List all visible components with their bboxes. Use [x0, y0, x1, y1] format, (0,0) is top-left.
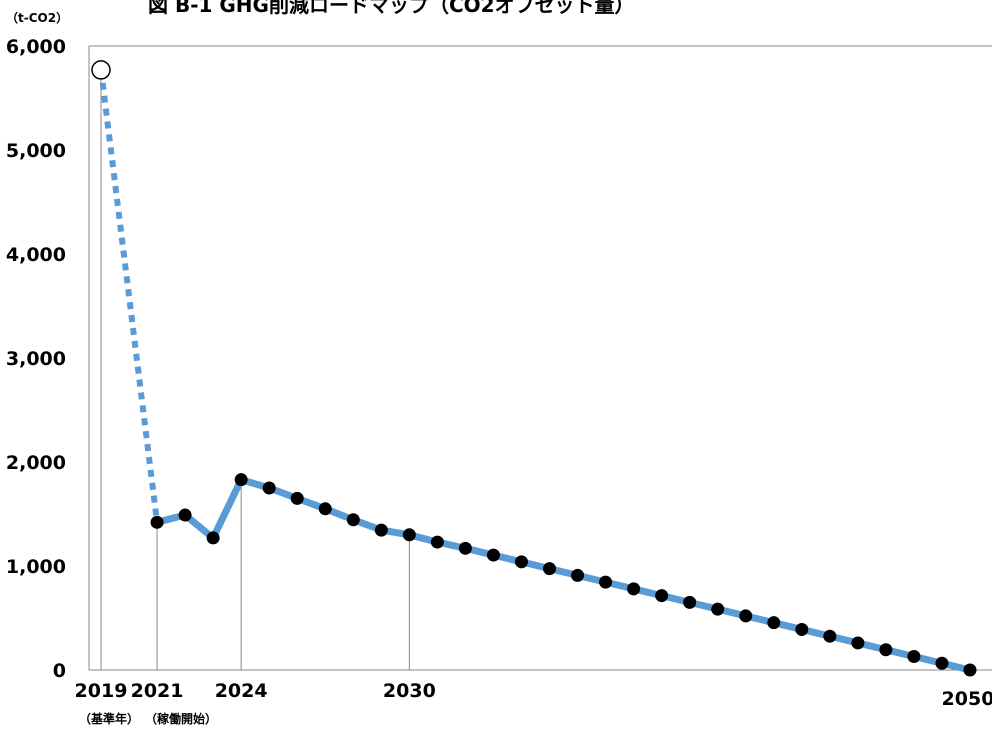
data-point — [599, 575, 613, 589]
data-point — [963, 663, 977, 677]
chart-title: 図 B-1 GHG削減ロードマップ（CO2オフセット量） — [148, 0, 635, 17]
data-point — [262, 481, 276, 495]
data-point-baseline — [91, 60, 111, 80]
data-point — [935, 656, 949, 670]
data-point — [514, 555, 528, 569]
data-point — [178, 508, 192, 522]
series-line-dotted — [98, 69, 161, 523]
data-point — [907, 649, 921, 663]
x-tick-label: 2030 — [383, 680, 436, 702]
y-tick-label: 1,000 — [6, 556, 66, 578]
data-point — [571, 568, 585, 582]
y-tick-label: 2,000 — [6, 452, 66, 474]
data-point — [234, 473, 248, 487]
data-point — [150, 515, 164, 529]
y-tick-label: 0 — [53, 660, 66, 682]
x-tick-labels: 2019 （基準年） 2021 （稼働開始） 2024 2030 2050 — [75, 680, 992, 726]
data-point — [795, 622, 809, 636]
data-point — [486, 548, 500, 562]
data-point — [402, 528, 416, 542]
x-tick-label: 2024 — [215, 680, 268, 702]
series-line-solid — [156, 476, 971, 674]
data-point — [739, 609, 753, 623]
data-point — [318, 502, 332, 516]
x-tick-note: （稼働開始） — [145, 711, 217, 726]
y-tick-label: 6,000 — [6, 36, 66, 58]
data-point — [627, 582, 641, 596]
x-tick-note: （基準年） — [79, 711, 139, 726]
y-tick-labels: 0 1,000 2,000 3,000 4,000 5,000 6,000 — [6, 36, 66, 682]
data-point — [374, 523, 388, 537]
data-point — [290, 491, 304, 505]
data-point — [683, 595, 697, 609]
y-axis-unit-label: （t-CO2） — [6, 10, 68, 25]
x-tick-label: 2050 — [942, 688, 992, 710]
data-point — [655, 589, 669, 603]
data-point — [430, 535, 444, 549]
series-lines — [98, 69, 971, 674]
data-point — [458, 541, 472, 555]
x-tick-label: 2021 — [131, 680, 184, 702]
data-point — [767, 616, 781, 630]
y-tick-label: 5,000 — [6, 140, 66, 162]
y-tick-label: 3,000 — [6, 348, 66, 370]
data-point — [346, 513, 360, 527]
data-point — [206, 531, 220, 545]
x-guide-lines — [100, 69, 410, 670]
x-tick-label: 2019 — [75, 680, 128, 702]
y-tick-label: 4,000 — [6, 244, 66, 266]
data-point — [711, 602, 725, 616]
data-point — [543, 562, 557, 576]
data-point — [879, 643, 893, 657]
data-markers — [91, 60, 977, 677]
data-point — [823, 629, 837, 643]
data-point — [851, 636, 865, 650]
